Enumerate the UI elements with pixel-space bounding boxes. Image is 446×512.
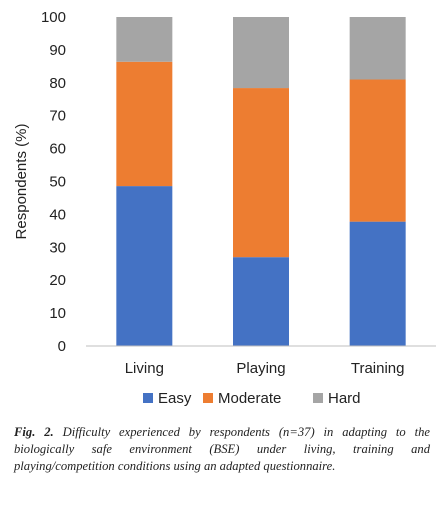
stacked-bar-chart: 0 10 20 30 40 50 60 70 80 90 100 Respondents (%) Liv… xyxy=(13,9,436,407)
y-tick-label: 100 xyxy=(41,9,66,26)
bar-moderate-living xyxy=(116,61,173,187)
bar-easy-playing xyxy=(233,257,289,346)
y-tick-label: 30 xyxy=(49,239,66,256)
figure-caption-text: Difficulty experienced by respondents (n… xyxy=(14,425,430,473)
legend-label-easy: Easy xyxy=(158,390,192,407)
y-tick-label: 60 xyxy=(49,141,66,158)
y-tick-label: 40 xyxy=(49,206,66,223)
y-tick-label: 50 xyxy=(49,174,66,191)
bar-hard-training xyxy=(349,17,406,80)
bar-easy-training xyxy=(349,221,406,346)
y-tick-label: 10 xyxy=(49,305,66,322)
bar-easy-living xyxy=(116,186,173,346)
y-tick-label: 80 xyxy=(49,75,66,92)
y-tick-label: 70 xyxy=(49,108,66,125)
x-tick-label: Training xyxy=(351,360,405,377)
figure-label: Fig. 2. xyxy=(14,425,54,439)
y-axis-label: Respondents (%) xyxy=(13,124,30,240)
bar-hard-living xyxy=(116,17,173,62)
y-tick-label: 90 xyxy=(49,42,66,59)
x-tick-label: Living xyxy=(125,360,164,377)
y-tick-label: 20 xyxy=(49,272,66,289)
bar-moderate-training xyxy=(349,79,406,222)
bar-hard-playing xyxy=(233,17,289,89)
legend-swatch-hard xyxy=(313,393,323,403)
legend-label-moderate: Moderate xyxy=(218,390,281,407)
legend-swatch-easy xyxy=(143,393,153,403)
legend-swatch-moderate xyxy=(203,393,213,403)
bar-moderate-playing xyxy=(233,88,289,258)
figure-caption: Fig. 2. Difficulty experienced by respon… xyxy=(14,424,430,475)
legend-label-hard: Hard xyxy=(328,390,361,407)
x-tick-label: Playing xyxy=(236,360,285,377)
y-tick-label: 0 xyxy=(58,338,66,355)
